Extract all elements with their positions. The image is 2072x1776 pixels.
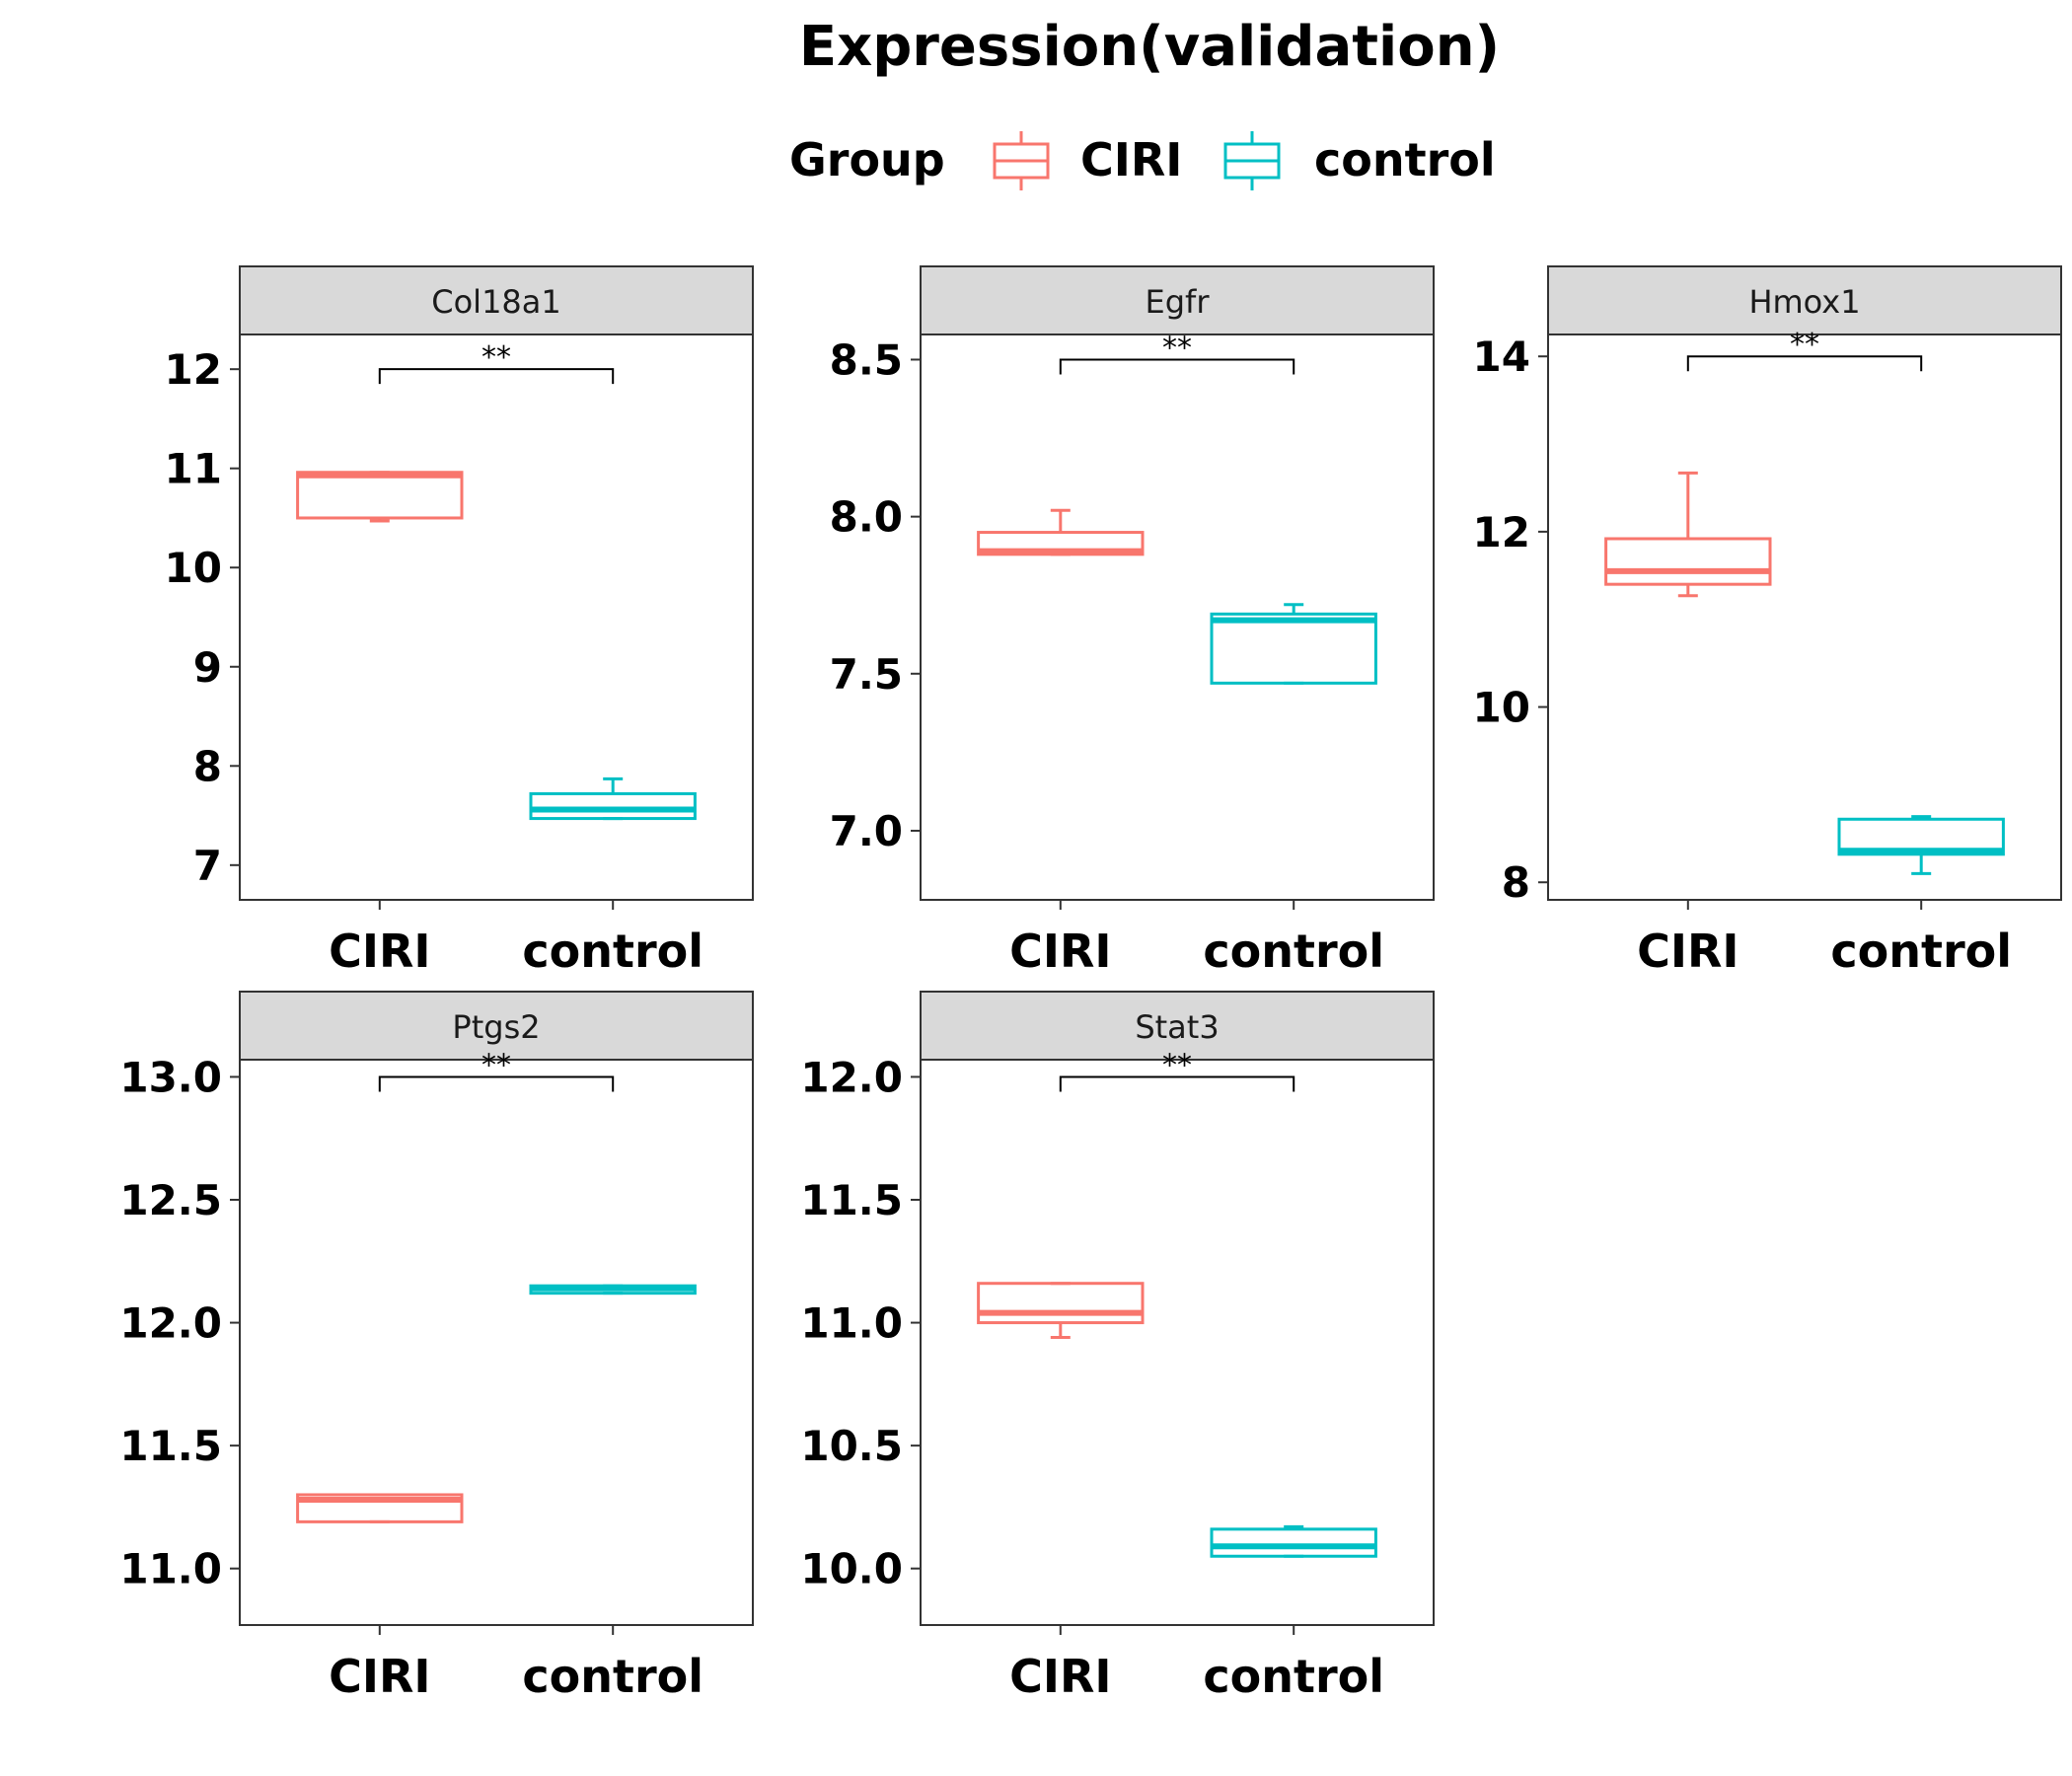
facet-strip-label: Stat3 [1135,1008,1219,1046]
box-ciri [977,1282,1145,1340]
x-tick-label-ciri: CIRI [1637,925,1739,978]
panel-hmox1: Hmox1 8 10 12 14 CIRI control ** [1473,265,2062,978]
x-tick-label-control: control [522,925,703,978]
legend-key-ciri [993,131,1050,190]
x-tick-label-control: control [1203,925,1384,978]
panel-col18a1: Col18a1 7 8 9 10 11 12 CIRI control ** [165,265,754,978]
legend-title: Group [789,133,945,186]
panel-frame [239,1059,754,1626]
bracket-line [378,368,615,385]
y-tick-label: 11.0 [119,1545,222,1593]
legend: Group CIRI control [789,131,1496,190]
facet-strip-label: Ptgs2 [452,1008,540,1046]
significance-bracket: ** [1059,1048,1295,1092]
bracket-line [1059,1075,1295,1092]
x-tick-label-control: control [522,1650,703,1703]
bracket-line [1686,355,1923,372]
panel-frame [239,333,754,901]
iqr-box [977,531,1145,556]
panel-egfr: Egfr 7.0 7.5 8.0 8.5 CIRI control ** [830,265,1435,978]
y-tick-label: 12.0 [800,1053,903,1101]
box-control [1210,603,1377,685]
chart-title: Expression(validation) [799,15,1500,79]
significance-bracket: ** [378,340,615,385]
y-tick-label: 8 [1502,858,1530,907]
significance-bracket: ** [378,1048,615,1092]
iqr-box [529,791,697,821]
panels: Col18a1 7 8 9 10 11 12 CIRI control ** Egfr 7.0 7.5 8… [119,265,2062,1703]
y-tick-label: 10 [165,544,222,592]
y-tick-label: 13.0 [119,1053,222,1101]
box-ciri [1604,471,1772,598]
legend-label-ciri: CIRI [1080,133,1182,186]
y-tick-label: 10.0 [800,1545,903,1593]
x-tick-label-ciri: CIRI [329,925,430,978]
box-control [1837,815,2005,875]
box-ciri [296,471,464,523]
significance-bracket: ** [1686,328,1923,372]
legend-label-control: control [1314,133,1496,186]
y-tick-label: 12.0 [119,1299,222,1348]
legend-key-control [1223,131,1281,190]
iqr-box [1604,537,1772,586]
significance-label: ** [1790,328,1819,362]
y-tick-label: 12 [165,345,222,394]
iqr-box [1210,1527,1377,1558]
iqr-box [296,471,464,520]
box-ciri [296,1493,464,1523]
box-control [529,777,697,821]
y-tick-label: 9 [193,643,222,692]
panel-ptgs2: Ptgs2 11.0 11.5 12.0 12.5 13.0 CIRI control ** [119,991,754,1703]
box-control [529,1284,697,1295]
y-tick-label: 11.5 [800,1176,903,1224]
facet-strip-label: Col18a1 [431,283,561,321]
bracket-line [1059,358,1295,375]
bracket-line [378,1075,615,1092]
y-tick-label: 7 [193,842,222,890]
significance-label: ** [1162,331,1192,365]
iqr-box [977,1282,1145,1325]
y-tick-label: 7.5 [830,650,903,699]
significance-bracket: ** [1059,331,1295,375]
facet-strip [920,991,1435,1061]
y-tick-label: 12.5 [119,1176,222,1224]
significance-label: ** [1162,1048,1192,1082]
x-tick-label-control: control [1830,925,2012,978]
y-tick-label: 11.5 [119,1422,222,1470]
y-tick-label: 12 [1473,508,1530,556]
y-tick-label: 10.5 [800,1422,903,1470]
significance-label: ** [481,1048,511,1082]
y-tick-label: 14 [1473,333,1530,381]
box-ciri [977,508,1145,556]
y-tick-label: 11 [165,445,222,493]
facet-strip [239,265,754,335]
iqr-box [1210,612,1377,685]
facet-strip-label: Hmox1 [1748,283,1860,321]
panel-frame [920,333,1435,901]
facet-strip [920,265,1435,335]
y-tick-label: 11.0 [800,1299,903,1348]
y-tick-label: 10 [1473,684,1530,732]
y-tick-label: 7.0 [830,807,903,855]
iqr-box [296,1493,464,1523]
x-tick-label-control: control [1203,1650,1384,1703]
box-control [1210,1524,1377,1558]
x-tick-label-ciri: CIRI [1009,1650,1111,1703]
y-tick-label: 8 [193,742,222,790]
x-tick-label-ciri: CIRI [329,1650,430,1703]
y-tick-label: 8.0 [830,493,903,542]
iqr-box [1837,817,2005,856]
panel-stat3: Stat3 10.0 10.5 11.0 11.5 12.0 CIRI control ** [800,991,1435,1703]
facet-strip-label: Egfr [1146,283,1211,321]
panel-frame [1547,333,2062,901]
panel-frame [920,1059,1435,1626]
y-tick-label: 8.5 [830,335,903,384]
significance-label: ** [481,340,511,375]
x-tick-label-ciri: CIRI [1009,925,1111,978]
